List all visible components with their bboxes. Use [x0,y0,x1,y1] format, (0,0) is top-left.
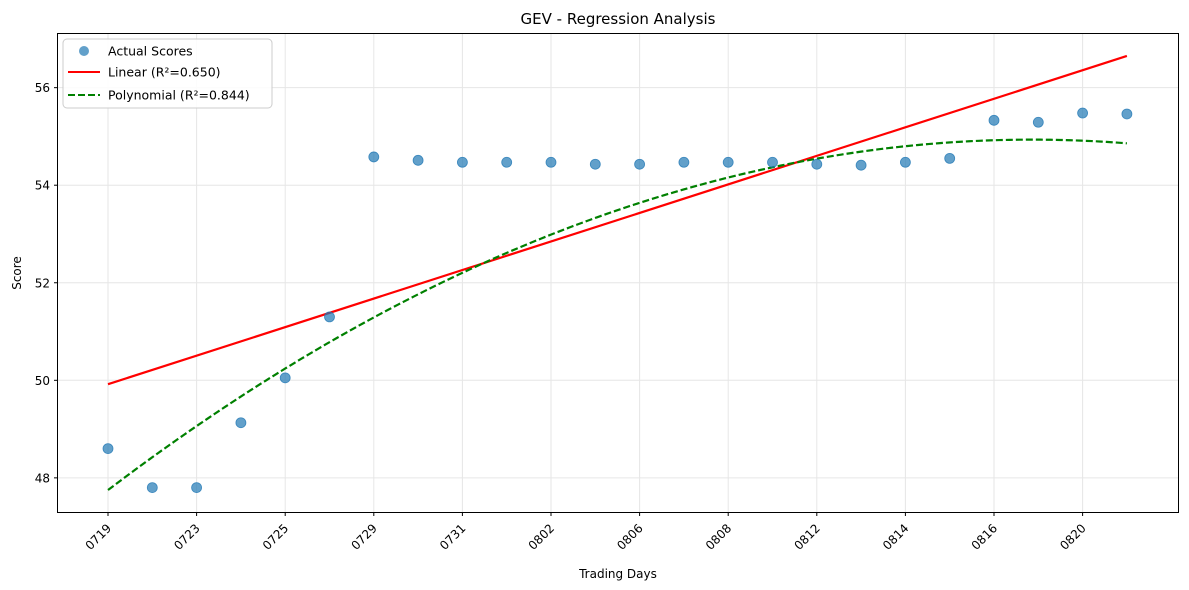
scatter-point [146,482,158,494]
scatter-point [900,156,911,168]
scatter-point [944,152,956,164]
scatter-point [324,311,335,323]
scatter-point [811,158,823,170]
y-tick-label: 56 [35,81,50,95]
scatter-point [767,156,778,168]
scatter-point [678,156,690,168]
legend-marker-actual-scores [79,46,89,56]
scatter-point [545,156,557,168]
scatter-point [1121,108,1133,120]
x-axis-label: Trading Days [578,567,657,581]
polynomial-fit-curve [107,138,1127,491]
y-tick-label: 48 [35,471,50,485]
legend: Actual Scores Linear (R²=0.650) Polynomi… [62,38,273,109]
scatter-point [456,156,468,168]
scatter-point [191,482,203,494]
scatter-point [412,154,424,166]
legend-box [62,38,273,109]
y-axis-ticks: 48 50 52 54 56 [35,81,58,485]
scatter-point [722,156,734,168]
linear-fit-line [107,54,1128,386]
scatter-point [501,156,513,168]
y-tick-label: 54 [35,179,50,193]
scatter-point [279,372,291,384]
y-tick-label: 50 [35,374,50,388]
legend-text-actual-scores: Actual Scores [108,44,193,59]
scatter-point [1032,116,1044,128]
chart-title: GEV - Regression Analysis [521,10,716,28]
scatter-point [368,151,380,163]
scatter-point [855,159,867,171]
scatter-point [102,443,114,454]
scatter-point [1077,107,1088,119]
scatter-point [235,417,247,429]
legend-text-polynomial: Polynomial (R²=0.844) [108,88,250,103]
plot-frame [57,33,1179,513]
scatter-point [988,114,1000,126]
legend-text-linear: Linear (R²=0.650) [108,65,221,80]
scatter-point [589,158,601,170]
y-axis-label: Score [10,256,24,290]
y-tick-label: 52 [35,276,50,290]
scatter-point [634,158,645,170]
plot-series [102,54,1133,494]
